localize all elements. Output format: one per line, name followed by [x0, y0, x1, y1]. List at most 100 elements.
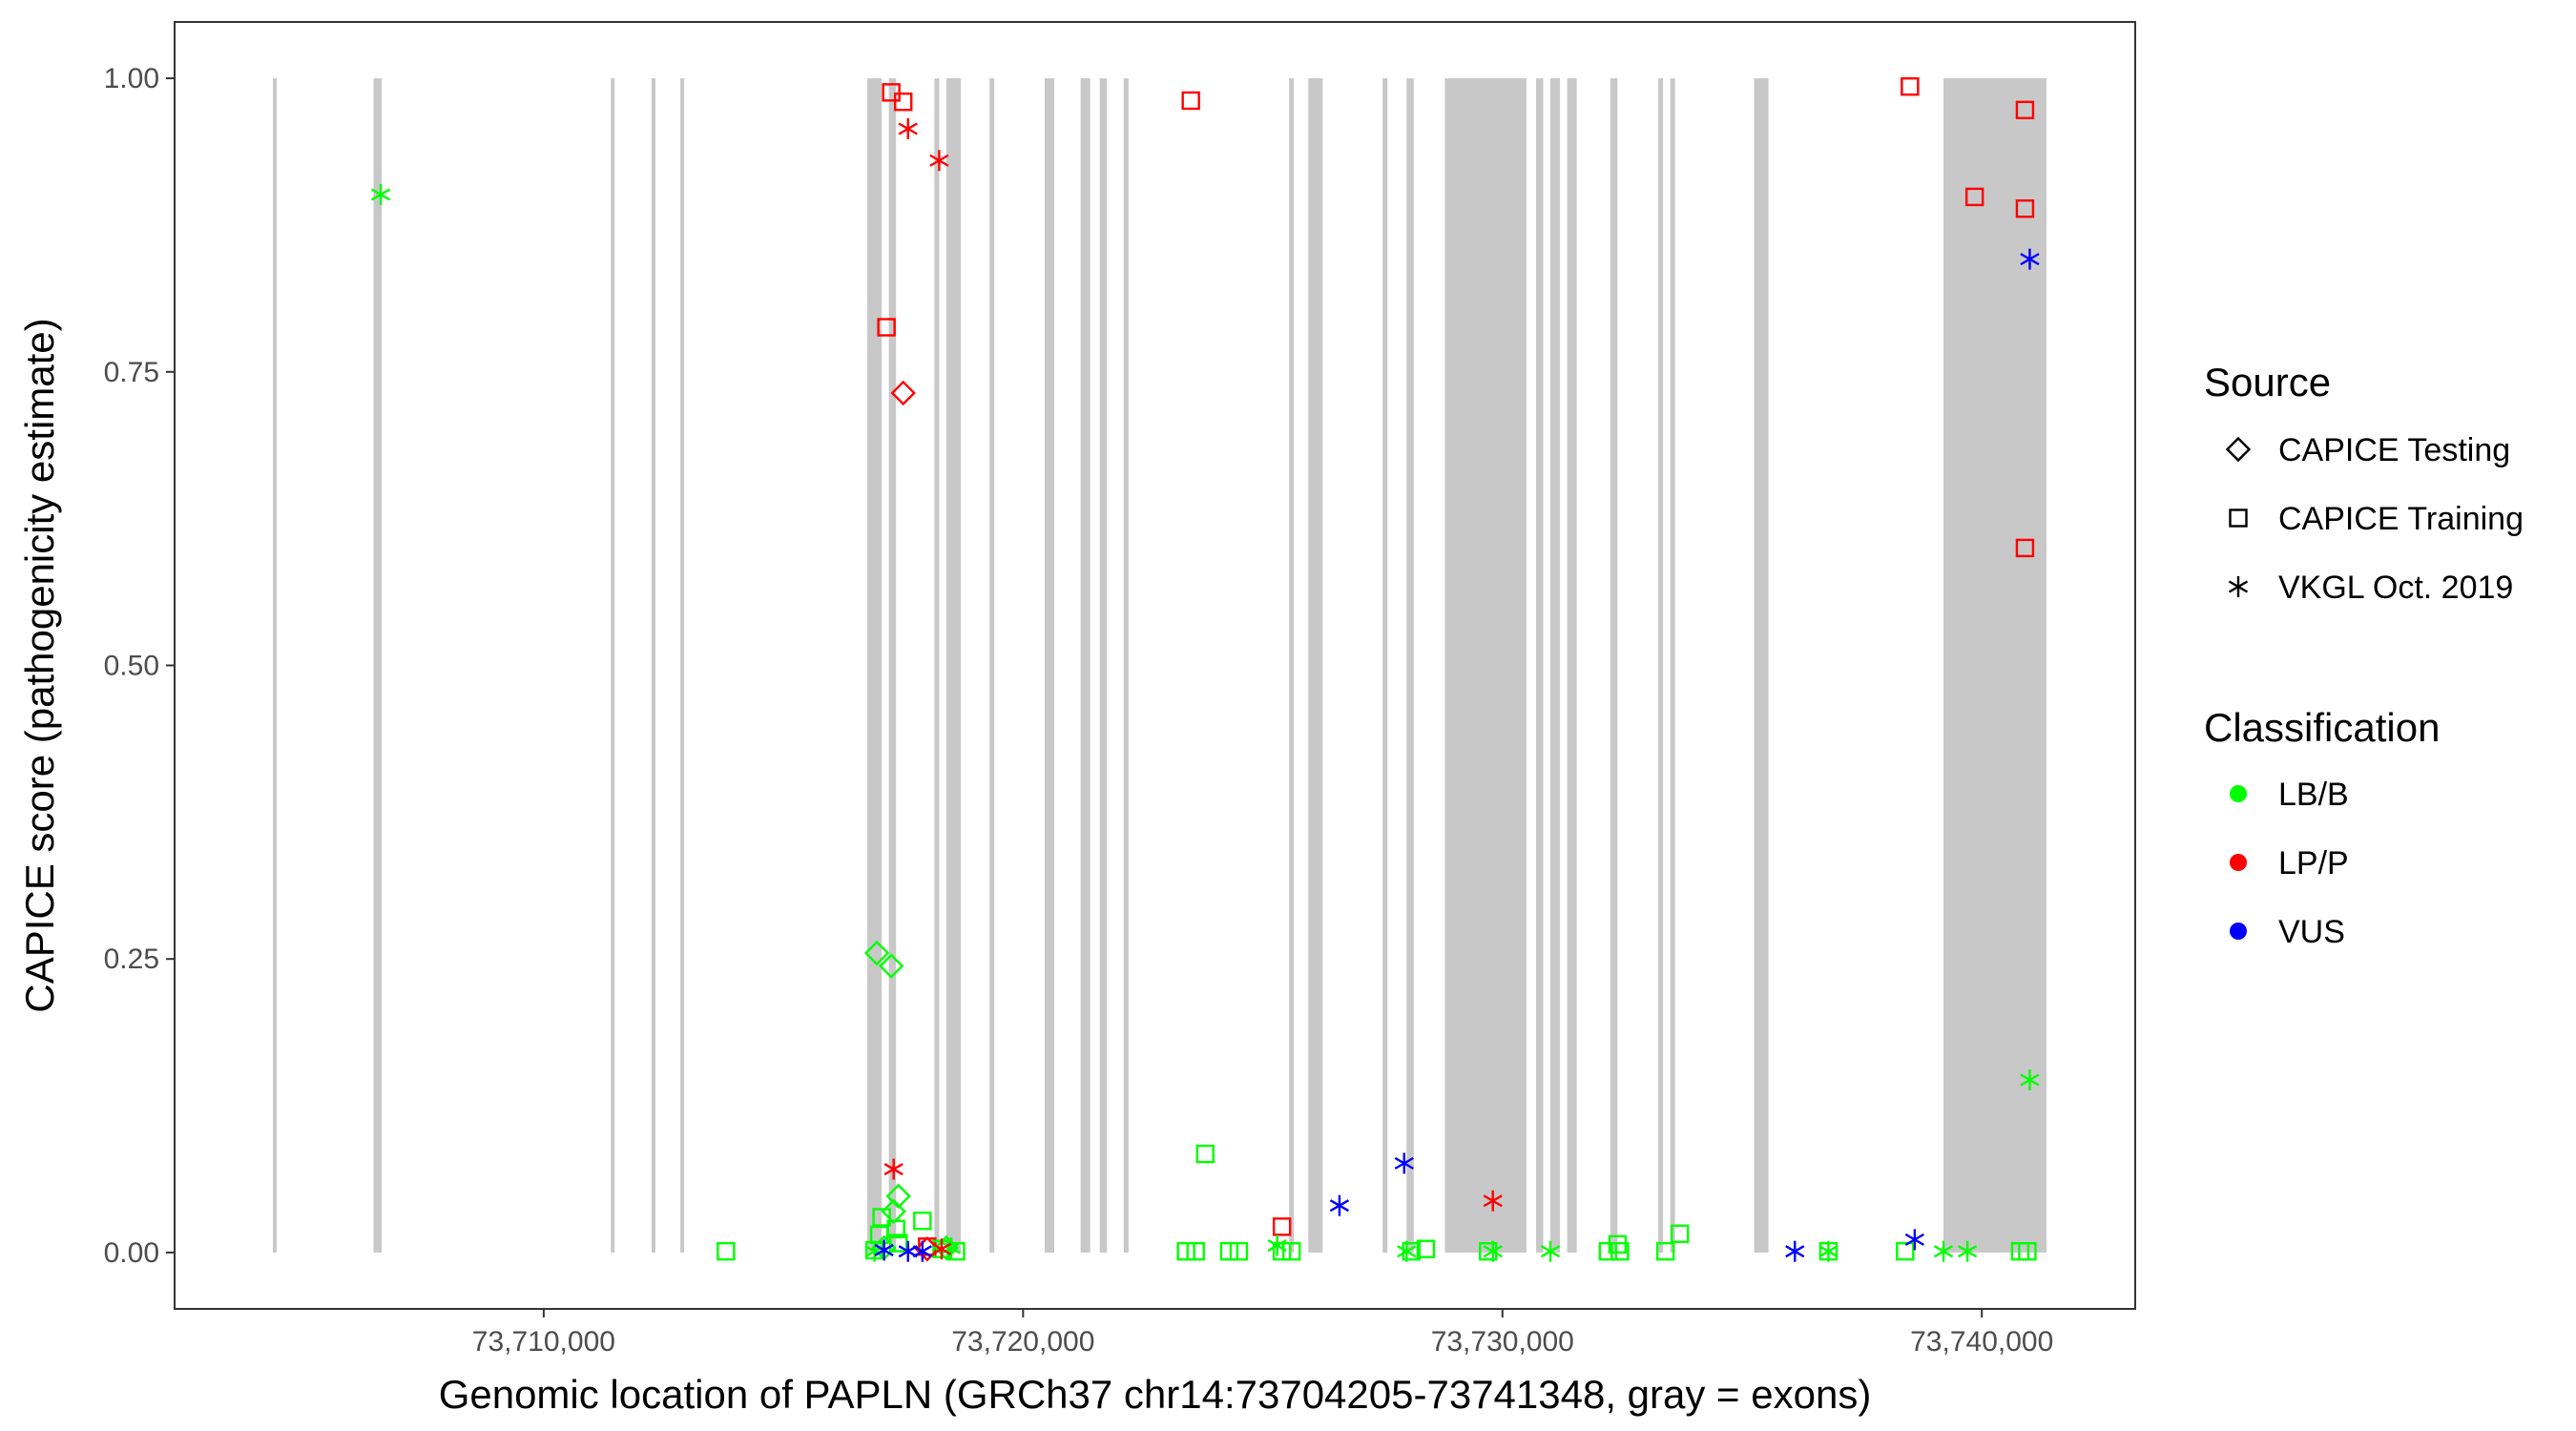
data-point-2-1	[717, 1241, 736, 1261]
data-point-1-7	[1964, 187, 1984, 207]
exons-layer	[273, 78, 2047, 1253]
legend-label-source: CAPICE Training	[2278, 501, 2524, 537]
exon-band-23	[1610, 78, 1618, 1253]
data-point-2-22	[1610, 1241, 1630, 1261]
exon-band-4	[651, 78, 655, 1253]
exon-band-22	[1567, 78, 1577, 1253]
exon-band-18	[1406, 78, 1414, 1253]
data-point-6-2	[929, 150, 949, 172]
y-axis: 0.00 0.25 0.50 0.75 1.00	[104, 63, 175, 1269]
data-point-7-4	[874, 1239, 894, 1261]
legend-key-diamond	[2225, 436, 2252, 463]
y-tick-label: 0.00	[104, 1237, 159, 1269]
data-point-2-13	[1219, 1241, 1239, 1261]
legend-label-source: CAPICE Testing	[2278, 432, 2510, 468]
legend-key-asterisk	[2228, 576, 2249, 597]
x-tick-label: 73,740,000	[1910, 1326, 2053, 1358]
plot-area	[174, 21, 2136, 1310]
data-point-2-12	[1195, 1144, 1215, 1164]
data-point-2-14	[1229, 1241, 1249, 1261]
x-tick-label: 73,710,000	[472, 1326, 615, 1358]
exon-band-21	[1550, 78, 1561, 1253]
data-point-2-18	[1416, 1239, 1436, 1258]
exon-band-5	[680, 78, 685, 1253]
exon-band-20	[1535, 78, 1544, 1253]
data-point-2-24	[1670, 1224, 1690, 1243]
exon-band-10	[989, 78, 995, 1253]
points-layer	[370, 76, 2040, 1262]
data-point-6-5	[931, 1238, 952, 1260]
data-point-4-4	[881, 1198, 906, 1225]
data-point-4-3	[885, 1183, 911, 1210]
y-axis-title: CAPICE score (pathogenicity estimate)	[17, 318, 62, 1012]
data-point-5-6	[1483, 1240, 1503, 1262]
exon-band-8	[934, 78, 940, 1253]
legend: Source CAPICE Testing CAPICE Training VKGL …	[2204, 360, 2524, 950]
data-point-7-3	[1329, 1194, 1350, 1216]
exon-band-24	[1658, 78, 1664, 1253]
exon-band-15	[1289, 78, 1295, 1253]
exon-band-25	[1670, 78, 1675, 1253]
legend-label-classification: LP/P	[2278, 845, 2349, 881]
x-tick-label: 73,720,000	[951, 1326, 1094, 1358]
data-point-2-26	[1896, 1241, 1915, 1261]
data-point-6-3	[883, 1158, 904, 1180]
x-axis-title: Genomic location of PAPLN (GRCh37 chr14:…	[439, 1372, 1872, 1417]
legend-label-classification: VUS	[2278, 914, 2345, 950]
exon-band-26	[1754, 78, 1769, 1253]
data-point-2-11	[1186, 1241, 1205, 1261]
data-point-1-1	[882, 83, 901, 102]
exon-band-27	[1943, 78, 2047, 1253]
data-point-5-9	[1933, 1240, 1954, 1262]
data-point-2-28	[2018, 1241, 2037, 1261]
data-point-5-5	[1397, 1240, 1417, 1262]
y-tick-label: 0.25	[104, 944, 159, 975]
data-point-2-23	[1655, 1241, 1675, 1261]
data-point-7-8	[1904, 1229, 1925, 1251]
exon-band-9	[945, 78, 962, 1253]
exon-band-13	[1099, 78, 1108, 1253]
data-point-1-4	[1181, 91, 1200, 111]
exon-band-1	[273, 78, 278, 1253]
y-tick-label: 0.75	[104, 357, 159, 388]
exon-band-7	[888, 78, 897, 1253]
data-point-6-1	[898, 118, 918, 140]
y-tick-label: 1.00	[104, 63, 159, 94]
data-point-5-7	[1540, 1240, 1561, 1262]
legend-title-classification: Classification	[2204, 705, 2440, 750]
legend-key-dot	[2230, 785, 2247, 802]
data-point-5-4	[1267, 1234, 1287, 1256]
exon-band-3	[611, 78, 615, 1253]
data-point-1-2	[894, 92, 913, 112]
exon-band-12	[1080, 78, 1091, 1253]
legend-label-classification: LB/B	[2278, 777, 2349, 813]
data-point-2-19	[1478, 1241, 1498, 1261]
data-point-7-6	[912, 1240, 932, 1262]
data-point-2-17	[1402, 1241, 1422, 1261]
data-point-3-1	[890, 380, 916, 406]
data-point-2-7	[913, 1211, 932, 1231]
data-point-1-3	[877, 318, 896, 337]
x-axis: 73,710,000 73,720,000 73,730,000 73,740,000	[472, 1309, 2053, 1358]
data-point-4-6	[933, 1234, 960, 1261]
data-point-1-5	[1272, 1217, 1292, 1236]
data-point-4-2	[878, 953, 904, 979]
x-tick-label: 73,730,000	[1431, 1326, 1574, 1358]
data-point-5-11	[2020, 1068, 2040, 1090]
legend-title-source: Source	[2204, 360, 2331, 404]
data-point-5-10	[1958, 1240, 1978, 1262]
exon-band-2	[373, 78, 383, 1253]
legend-key-square	[2229, 508, 2248, 528]
data-point-1-8	[2015, 100, 2035, 120]
data-point-4-1	[863, 940, 890, 966]
data-point-1-9	[2015, 199, 2035, 218]
exon-band-6	[867, 78, 883, 1253]
exon-band-11	[1044, 78, 1054, 1253]
exon-band-19	[1444, 78, 1527, 1253]
exon-band-17	[1382, 78, 1388, 1253]
exon-band-14	[1123, 78, 1129, 1253]
data-point-5-1	[370, 183, 391, 205]
data-point-7-2	[1394, 1152, 1414, 1174]
